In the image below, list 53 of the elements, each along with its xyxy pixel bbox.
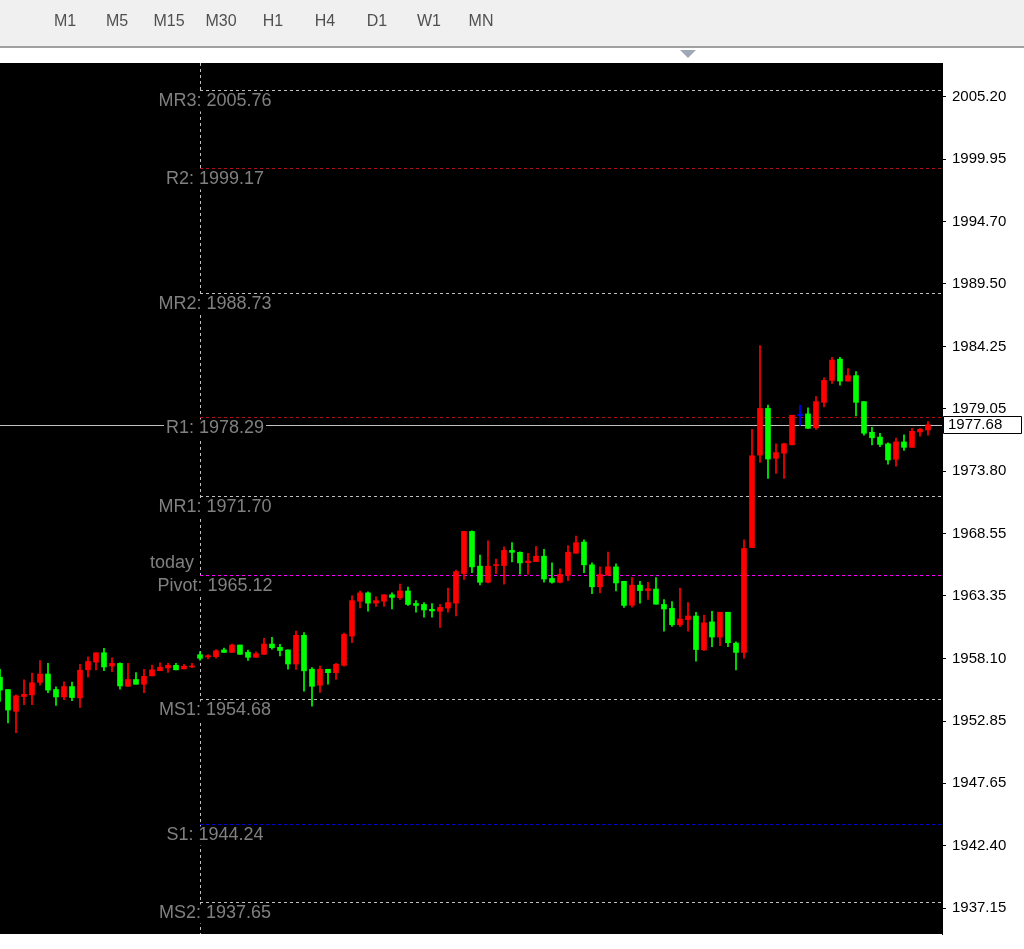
- candlestick: [493, 558, 499, 574]
- y-tick-label: 1937.15: [952, 898, 1007, 916]
- text: H4: [314, 12, 336, 30]
- candlestick: [109, 657, 115, 673]
- candlestick: [661, 599, 667, 632]
- text: M5: [105, 12, 129, 30]
- ref-line-label: MS2: 1937.65: [158, 902, 272, 923]
- candlestick: [325, 668, 331, 685]
- ref-line-label: R1: 1978.29: [165, 417, 265, 438]
- ref-line-label: MR3: 2005.76: [158, 90, 272, 111]
- candlestick: [773, 443, 779, 474]
- ref-line-label: MS1: 1954.68: [158, 699, 272, 720]
- ref-line-label: MR2: 1988.73: [158, 293, 272, 314]
- candlestick: [413, 600, 419, 613]
- text: M1: [53, 12, 77, 30]
- y-tick-label: 1958.10: [952, 648, 1007, 666]
- text: H1: [262, 12, 284, 30]
- y-tick-label: 1942.40: [952, 835, 1007, 853]
- candlestick: [437, 603, 443, 628]
- y-tick-label: 1968.55: [952, 523, 1007, 541]
- y-tick-label: 1984.25: [952, 336, 1007, 354]
- y-tick-label: 1979.05: [952, 398, 1007, 416]
- candlestick: [373, 596, 379, 607]
- y-tick-label: 1973.80: [952, 461, 1007, 479]
- y-tick-label: 2005.20: [952, 86, 1007, 104]
- candlestick: [509, 542, 515, 563]
- ref-line-label: S1: 1944.24: [166, 824, 264, 845]
- candlestick: [677, 587, 683, 627]
- annotation: today: [149, 551, 194, 572]
- ref-line-label: 1977.68: [948, 415, 1003, 433]
- ref-line-label: R2: 1999.17: [165, 168, 265, 189]
- text: W1: [417, 12, 441, 30]
- candlestick: [797, 404, 803, 426]
- text: D1: [366, 12, 388, 30]
- candlestick: [685, 602, 691, 632]
- y-tick-label: 1989.50: [952, 273, 1007, 291]
- text: M15: [153, 12, 185, 30]
- y-tick-label: 1994.70: [952, 211, 1007, 229]
- candlestick: [781, 442, 787, 479]
- text: MN: [468, 12, 494, 30]
- ref-line-label: MR1: 1971.70: [158, 496, 272, 517]
- candlestick: [429, 603, 435, 618]
- y-tick-label: 1963.35: [952, 585, 1007, 603]
- candlestick: [645, 581, 651, 600]
- candlestick: [549, 562, 555, 584]
- y-tick-label: 1947.65: [952, 773, 1007, 791]
- text: M30: [205, 12, 237, 30]
- candlestick: [21, 679, 27, 705]
- candlestick: [445, 587, 451, 613]
- y-tick-label: 1952.85: [952, 711, 1007, 729]
- ref-line-label: Pivot: 1965.12: [157, 575, 273, 596]
- y-tick-label: 1999.95: [952, 149, 1007, 167]
- candlestick: [525, 552, 531, 575]
